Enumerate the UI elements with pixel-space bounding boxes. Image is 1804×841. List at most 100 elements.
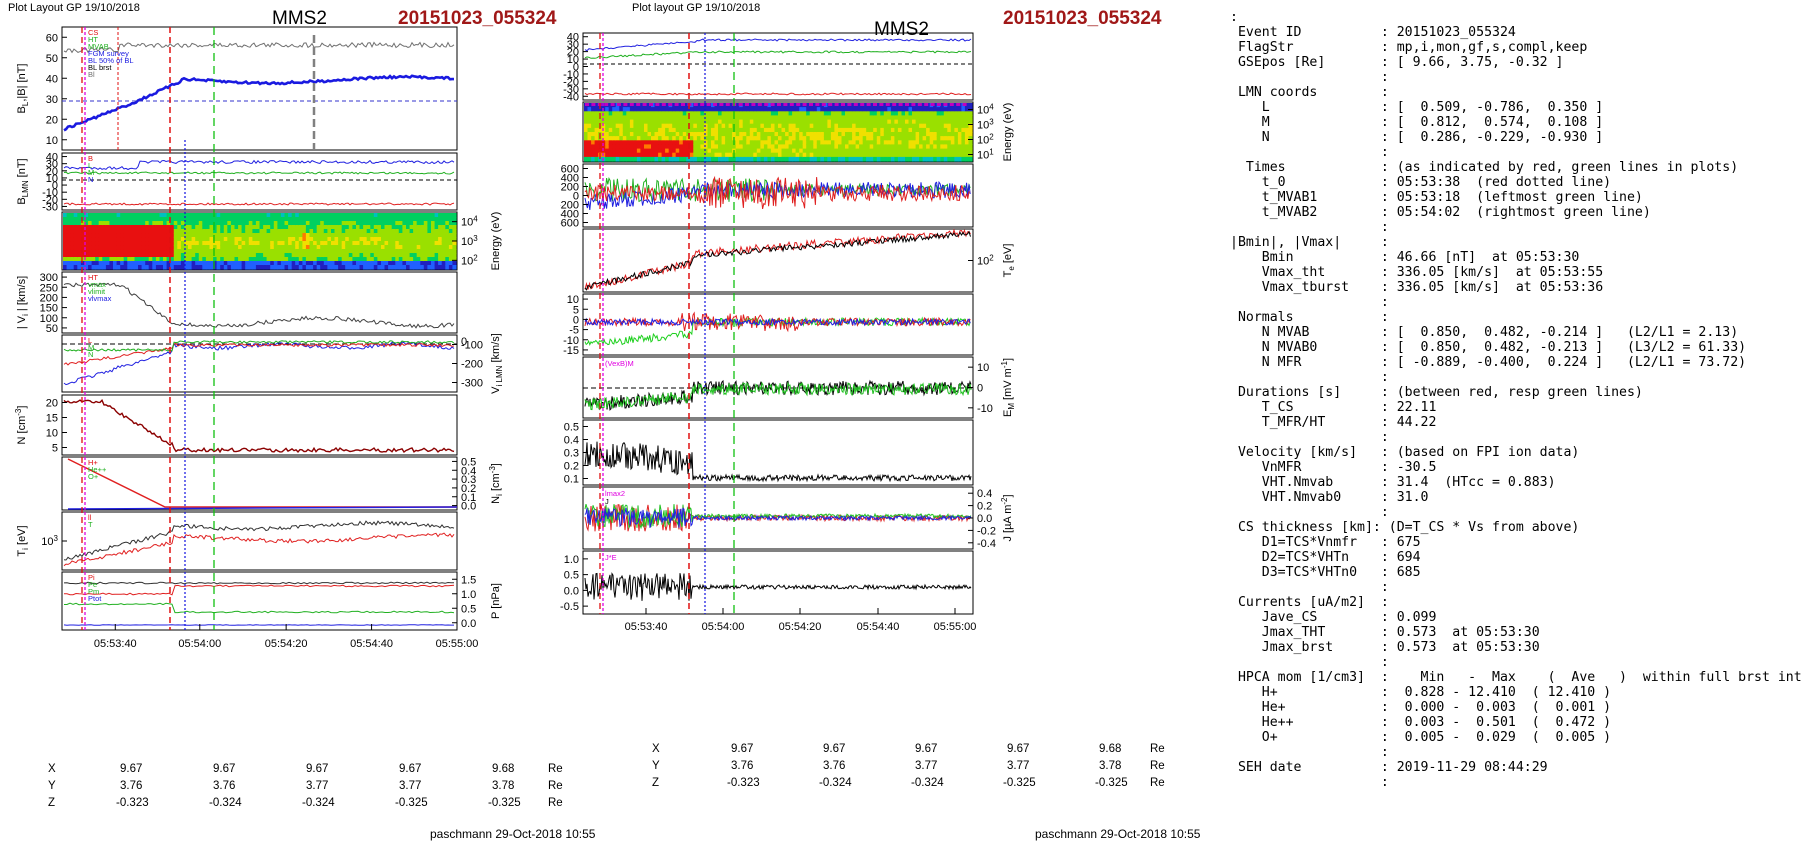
spectrogram-cell [177, 241, 182, 246]
spectrogram-cell [273, 237, 278, 242]
spectrogram-cell [141, 217, 146, 222]
spectrogram-cell [774, 107, 779, 112]
spectrogram-cell [348, 261, 353, 266]
spectrogram-cell [241, 245, 246, 250]
left-coord-y-4: 3.78 [492, 780, 515, 792]
spectrogram-cell [230, 249, 236, 254]
spectrogram-cell [134, 213, 139, 218]
spectrogram-cell [696, 136, 701, 141]
spectrogram-cell [298, 229, 303, 234]
spectrogram-cell [629, 123, 634, 129]
spectrogram-cell [792, 111, 797, 116]
spectrogram-cell [402, 217, 407, 222]
spectrogram-cell [91, 221, 96, 226]
spectrogram-cell [647, 144, 652, 150]
spectrogram-cell [148, 241, 153, 246]
spectrogram-cell [377, 253, 382, 258]
spectrogram-cell [774, 136, 779, 141]
spectrogram-cell [234, 213, 239, 218]
spectrogram-cell [195, 217, 200, 222]
spectrogram-cell [619, 156, 624, 162]
spectrogram-cell [280, 217, 286, 222]
spectrogram-cell [327, 249, 332, 254]
spectrogram-cell [384, 241, 389, 246]
spectrogram-cell [170, 245, 175, 250]
spectrogram-cell [73, 253, 78, 258]
y-tick-exp: 4 [473, 215, 478, 224]
info-line: t_MVAB2 : 05:54:02 (rightmost green line… [1230, 205, 1651, 220]
spectrogram-cell [608, 127, 613, 133]
spectrogram-cell [427, 213, 432, 218]
spectrogram-cell [277, 241, 282, 246]
spectrogram-cell [619, 111, 624, 116]
spectrogram-cell [788, 111, 793, 116]
legend-entry: He++ [88, 465, 107, 474]
spectrogram-cell [838, 136, 843, 141]
spectrogram-cell [823, 111, 828, 116]
spectrogram-cell [700, 111, 705, 116]
spectrogram-cell [661, 119, 666, 125]
spectrogram-cell [651, 111, 656, 116]
spectrogram-cell [105, 237, 111, 242]
spectrogram-cell [138, 229, 143, 234]
spectrogram-cell [651, 152, 656, 158]
spectrogram-cell [266, 245, 271, 250]
spectrogram-cell [338, 221, 343, 226]
spectrogram-cell [693, 140, 698, 145]
spectrogram-cell [66, 221, 71, 226]
mid-ylabel-right: Te [eV] [1002, 244, 1016, 278]
spectrogram-cell [813, 127, 818, 133]
spectrogram-cell [452, 221, 457, 226]
spectrogram-cell [184, 261, 189, 266]
spectrogram-cell [245, 225, 250, 230]
spectrogram-cell [806, 123, 811, 129]
spectrogram-cell [866, 123, 871, 129]
spectrogram-cell [813, 148, 818, 154]
spectrogram-cell [302, 241, 307, 246]
spectrogram-cell [633, 115, 638, 121]
spectrogram-cell [184, 221, 189, 226]
spectrogram-cell [184, 237, 189, 242]
spectrogram-cell [626, 119, 631, 125]
spectrogram-cell [654, 123, 659, 129]
spectrogram-cell [95, 261, 100, 266]
spectrogram-cell [855, 123, 860, 129]
spectrogram-cell [216, 265, 221, 270]
spectrogram-cell [626, 107, 631, 112]
spectrogram-top-band [943, 103, 948, 106]
spectrogram-cell [799, 103, 804, 108]
spectrogram-cell [728, 152, 733, 158]
spectrogram-cell [802, 156, 807, 162]
spectrogram-cell [897, 148, 902, 154]
spectrogram-cell [191, 229, 196, 234]
spectrogram-cell [707, 148, 712, 154]
spectrogram-cell [263, 233, 268, 238]
left-coord-x-2: 9.67 [306, 763, 329, 775]
spectrogram-cell [363, 217, 368, 222]
y-tick-exp: 4 [989, 103, 994, 112]
spectrogram-cell [352, 249, 357, 254]
spectrogram-cell [238, 241, 243, 246]
spectrogram-cell [658, 152, 663, 158]
spectrogram-cell [238, 249, 243, 254]
spectrogram-cell [594, 140, 599, 145]
spectrogram-cell [809, 136, 814, 141]
spectrogram-cell [714, 107, 719, 112]
spectrogram-cell [594, 144, 599, 150]
spectrogram-cell [413, 233, 418, 238]
spectrogram-cell [188, 225, 193, 230]
spectrogram-cell [113, 245, 118, 250]
spectrogram-cell [277, 217, 282, 222]
spectrogram-cell [781, 144, 786, 150]
spectrogram-cell [897, 156, 902, 162]
spectrogram-cell [658, 136, 663, 141]
info-line: Times : (as indicated by red, green line… [1230, 160, 1739, 175]
x-tick-label: 05:54:00 [702, 621, 745, 633]
spectrogram-cell [348, 257, 353, 262]
spectrogram-cell [373, 233, 378, 238]
spectrogram-cell [763, 148, 768, 154]
spectrogram-cell [587, 119, 592, 125]
spectrogram-cell [402, 237, 407, 242]
spectrogram-cell [413, 221, 418, 226]
spectrogram-cell [887, 148, 892, 154]
